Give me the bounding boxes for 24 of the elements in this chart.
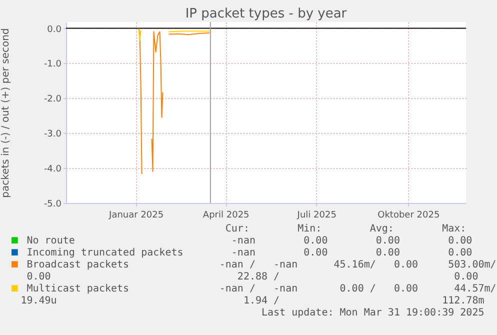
x-tick-label: Juli 2025	[296, 210, 336, 220]
x-tick-label: Oktober 2025	[378, 210, 440, 220]
text: -nan 0.00 0.00 0.00	[231, 247, 472, 258]
text: Cur: Min: Avg: Max:	[225, 223, 466, 234]
text: -nan 0.00 0.00 0.00	[231, 235, 472, 246]
text: Last update: Mon Mar 31 19:00:39 2025	[262, 307, 484, 318]
y-tick-label: -5.0	[44, 200, 62, 210]
y-tick-label: -1.0	[44, 60, 62, 70]
y-tick-label: -2.0	[44, 94, 62, 105]
chart-title: IP packet types - by year	[185, 6, 348, 22]
text: 19.49u 1.94 / 112.78m	[20, 295, 484, 306]
y-tick-label: 0.0	[47, 24, 62, 35]
text: -nan / -nan 0.00 / 0.00 44.57m/	[219, 283, 496, 294]
x-tick-label: Januar 2025	[108, 210, 164, 220]
legend-label: Incoming truncated packets	[26, 247, 184, 258]
legend-label: No route	[26, 235, 75, 246]
legend-label: Broadcast packets	[26, 259, 130, 270]
legend-label: Multicast packets	[26, 283, 130, 294]
y-tick-label: -4.0	[44, 164, 62, 175]
text: -nan / -nan 45.16m/ 0.00 503.00m/	[219, 259, 496, 270]
x-tick-label: April 2025	[202, 210, 250, 220]
text: 0.00 22.88 / 0.00	[26, 271, 478, 282]
y-tick-label: -3.0	[44, 130, 62, 140]
y-axis-title: packets in (-) / out (+) per second	[0, 28, 12, 198]
